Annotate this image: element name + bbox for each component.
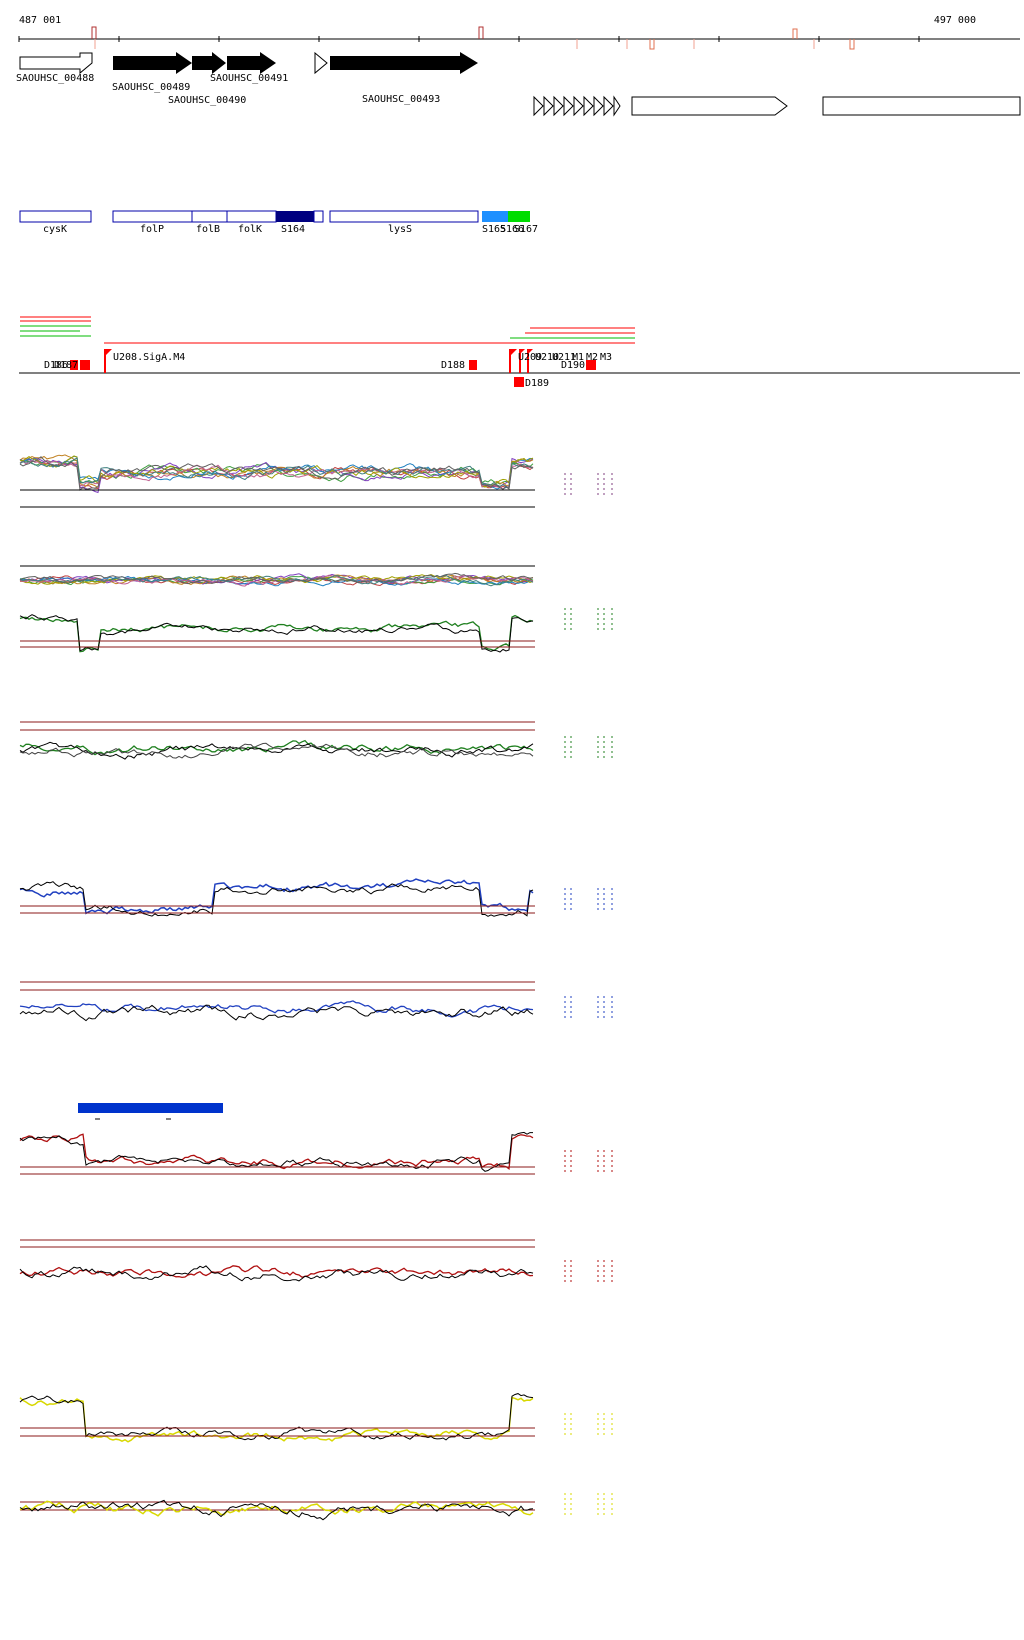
expression-tracks — [19, 454, 613, 1521]
operon-box[interactable] — [191, 210, 228, 223]
operon-label: folK — [238, 224, 262, 235]
operon-track: cysK folP folB folK S164 lysS S165 S166 … — [19, 210, 538, 235]
promoter-label: M1 — [572, 352, 584, 363]
expression-line — [19, 1265, 534, 1279]
operon-box[interactable] — [313, 210, 324, 223]
operon-box[interactable] — [19, 210, 92, 223]
gene-arrow[interactable] — [330, 52, 478, 74]
promoter-box — [514, 377, 524, 387]
small-feature-arrows — [533, 95, 621, 117]
operon-label: cysK — [43, 224, 67, 235]
promoter-box — [70, 360, 78, 370]
expression-line — [19, 572, 534, 585]
expression-line — [19, 1396, 534, 1443]
gene-arrow[interactable] — [631, 96, 788, 116]
operon-box[interactable] — [112, 210, 193, 223]
promoter-label: U208.SigA.M4 — [113, 352, 185, 363]
gene-arrow[interactable] — [19, 52, 93, 75]
promoter-stem — [104, 349, 106, 373]
promoter-label: U209 — [518, 352, 542, 363]
promoter-box — [586, 360, 596, 370]
expression-line — [19, 881, 534, 917]
ruler-ticks — [18, 36, 920, 42]
gene-label: SAOUHSC_00491 — [210, 73, 288, 84]
operon-label: S167 — [514, 224, 538, 235]
promoter-label: U210 — [535, 352, 559, 363]
promoter-label: D190 — [561, 360, 585, 371]
promoter-track: D186 D187 U208.SigA.M4 D188 D189 D190 U2… — [19, 316, 1020, 389]
end-coordinate: 497 000 — [934, 15, 976, 26]
operon-box[interactable] — [329, 210, 479, 223]
operon-label: S164 — [281, 224, 305, 235]
promoter-label: M3 — [600, 352, 612, 363]
operon-box[interactable] — [276, 211, 314, 222]
operon-label: lysS — [388, 224, 412, 235]
gene-arrow[interactable] — [227, 52, 276, 74]
gene-arrow[interactable] — [822, 96, 1021, 116]
expression-line — [19, 1133, 534, 1170]
ruler-markers — [91, 26, 855, 50]
promoter-label: D189 — [525, 378, 549, 389]
operon-label: S165 — [482, 224, 506, 235]
expression-line — [19, 575, 534, 587]
expression-line — [19, 1393, 534, 1441]
gene-label: SAOUHSC_00490 — [168, 95, 246, 106]
gene-arrow[interactable] — [314, 51, 328, 75]
gene-arrow[interactable] — [113, 52, 192, 74]
expression-line — [19, 1499, 534, 1521]
expression-line — [19, 456, 534, 491]
region-bar[interactable] — [78, 1103, 223, 1113]
operon-label: folP — [140, 224, 164, 235]
expression-line — [19, 878, 534, 915]
expression-line — [19, 1500, 534, 1517]
expression-line — [19, 1265, 534, 1282]
gene-label: SAOUHSC_00493 — [362, 94, 440, 105]
gene-arrow[interactable] — [192, 52, 226, 74]
expression-line — [19, 742, 534, 759]
promoter-box — [469, 360, 477, 370]
operon-box[interactable] — [226, 210, 277, 223]
operon-label: folB — [196, 224, 220, 235]
expression-line — [19, 614, 534, 653]
expression-line — [19, 574, 534, 587]
expression-line — [19, 614, 534, 653]
promoter-label: D186 — [44, 360, 68, 371]
start-coordinate: 487 001 — [19, 15, 61, 26]
expression-line — [19, 741, 534, 760]
expression-line — [19, 1004, 534, 1022]
operon-label: S166 — [500, 224, 524, 235]
expression-line — [19, 1131, 533, 1172]
operon-box[interactable] — [482, 211, 508, 222]
coordinate-ruler: 487 001 497 000 — [18, 15, 1020, 50]
promoter-label: M2 — [586, 352, 598, 363]
operon-box[interactable] — [508, 211, 530, 222]
promoter-label: D187 — [54, 360, 78, 371]
expression-line — [19, 455, 534, 488]
gene-label: SAOUHSC_00489 — [112, 82, 190, 93]
expression-line — [19, 457, 534, 490]
gene-track: SAOUHSC_00488 SAOUHSC_00489 SAOUHSC_0049… — [16, 51, 1021, 117]
promoter-label: U211 — [552, 352, 576, 363]
promoter-label: D188 — [441, 360, 465, 371]
promoter-box — [80, 360, 90, 370]
gene-label: SAOUHSC_00488 — [16, 73, 94, 84]
